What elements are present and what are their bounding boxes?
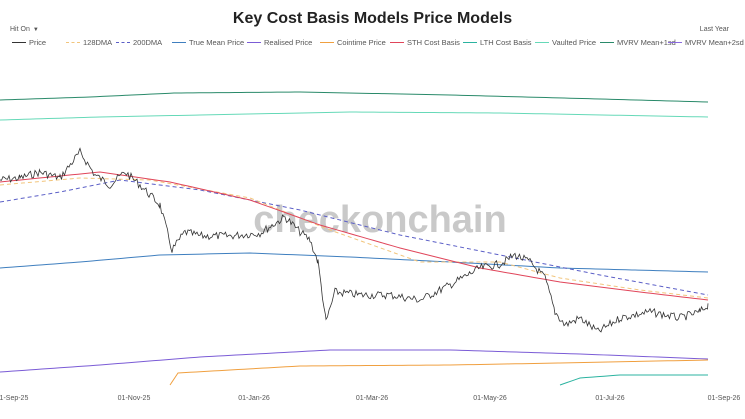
legend-label: Cointime Price — [337, 38, 386, 47]
chart-legend: Price 128DMA 200DMA True Mean Price Realised… — [0, 38, 745, 48]
legend-swatch — [320, 42, 334, 43]
series-lth-cost-basis-line — [559, 374, 708, 386]
legend-swatch — [390, 42, 404, 43]
legend-item-sth-cost-basis[interactable]: STH Cost Basis — [390, 38, 460, 47]
legend-item-vaulted-price[interactable]: Vaulted Price — [535, 38, 596, 47]
series-vaulted-price-line — [0, 111, 709, 121]
legend-item-128dma[interactable]: 128DMA — [66, 38, 112, 47]
legend-swatch — [172, 42, 186, 43]
legend-label: MVRV Mean+2sd — [685, 38, 744, 47]
legend-label: Realised Price — [264, 38, 313, 47]
legend-item-mvrv-mean-1sd[interactable]: MVRV Mean+1sd — [600, 38, 676, 47]
legend-item-realised-price[interactable]: Realised Price — [247, 38, 312, 47]
legend-item-true-mean-price[interactable]: True Mean Price — [172, 38, 244, 47]
x-tick-label: 01-May-26 — [473, 395, 507, 402]
legend-label: True Mean Price — [189, 38, 245, 47]
legend-item-lth-cost-basis[interactable]: LTH Cost Basis — [463, 38, 532, 47]
series-cointime-price-line — [169, 359, 709, 386]
legend-item-cointime-price[interactable]: Cointime Price — [320, 38, 386, 47]
watermark-text: checkonchain — [253, 199, 506, 241]
series-128dma-line — [0, 177, 709, 299]
range-selector-left[interactable]: Hit On ▼ — [10, 26, 39, 33]
x-tick-label: 01-Jan-26 — [238, 395, 270, 402]
x-tick-label: 01-Sep-26 — [708, 395, 741, 402]
series-sth-cost-basis-line — [0, 171, 709, 301]
legend-label: LTH Cost Basis — [480, 38, 532, 47]
x-tick-label: 01-Jul-26 — [595, 395, 624, 402]
legend-swatch — [12, 42, 26, 43]
chart-title: Key Cost Basis Models Price Models — [232, 10, 513, 27]
legend-item-mvrv-mean-2sd[interactable]: MVRV Mean+2sd — [668, 38, 744, 47]
legend-label: STH Cost Basis — [407, 38, 460, 47]
series-realised-price-line — [0, 349, 709, 373]
legend-swatch — [116, 42, 130, 43]
legend-swatch — [535, 42, 549, 43]
chevron-down-icon: ▼ — [32, 27, 39, 33]
legend-item-200dma[interactable]: 200DMA — [116, 38, 162, 47]
series-true-mean-price-line — [0, 252, 709, 273]
legend-label: Price — [29, 38, 47, 47]
series-200dma-line — [0, 179, 709, 296]
range-selector-right[interactable]: Last Year — [699, 26, 729, 33]
range-selector-label: Hit On — [10, 26, 30, 33]
legend-swatch — [668, 42, 682, 43]
legend-swatch — [66, 42, 80, 43]
x-tick-label: 01-Sep-25 — [0, 395, 28, 402]
legend-item-price[interactable]: Price — [12, 38, 46, 47]
legend-label: 200DMA — [133, 38, 163, 47]
legend-label: MVRV Mean+1sd — [617, 38, 676, 47]
series-mvrv-mean-1sd-line — [0, 91, 709, 103]
legend-label: 128DMA — [83, 38, 113, 47]
x-tick-label: 01-Mar-26 — [356, 395, 388, 402]
series-price-line — [0, 147, 709, 333]
legend-swatch — [463, 42, 477, 43]
legend-swatch — [247, 42, 261, 43]
x-tick-label: 01-Nov-25 — [118, 395, 151, 402]
legend-swatch — [600, 42, 614, 43]
legend-label: Vaulted Price — [552, 38, 597, 47]
